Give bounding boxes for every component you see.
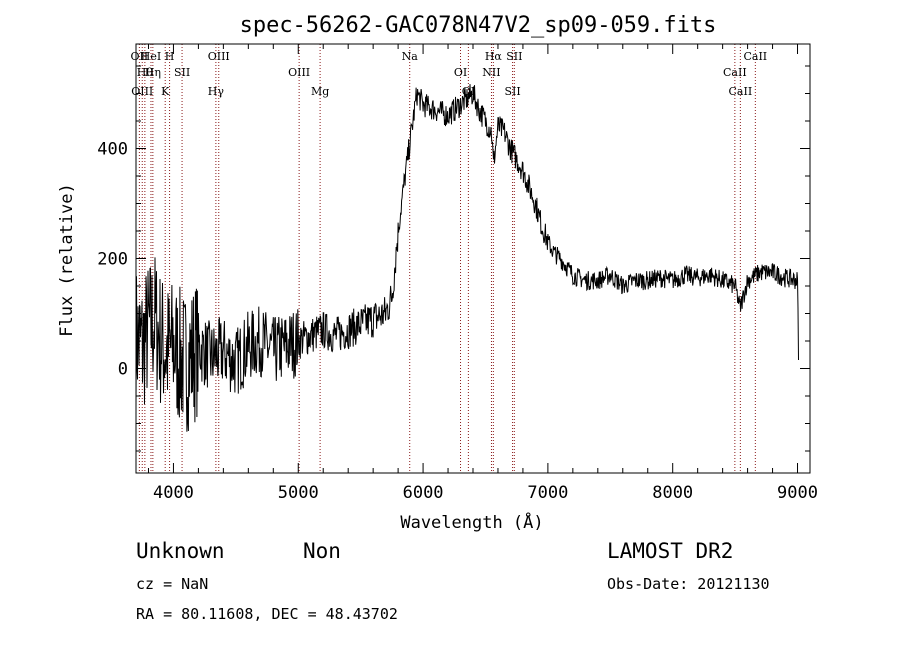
redshift-readout: cz = NaN	[136, 575, 208, 593]
chart-title: spec-56262-GAC078N47V2_sp09-059.fits	[240, 13, 717, 38]
line-label: Na	[402, 50, 419, 63]
line-label: OIII	[131, 85, 153, 98]
line-label: Hγ	[208, 85, 225, 98]
x-tick-label: 4000	[153, 483, 194, 503]
spectrum-series	[135, 84, 799, 432]
line-label: SII	[506, 50, 522, 63]
object-subclass: Non	[303, 539, 341, 563]
y-tick-label: 400	[97, 140, 128, 160]
line-label: CaII	[723, 66, 747, 79]
line-label: OIII	[288, 66, 310, 79]
line-label: Hη	[145, 66, 161, 79]
plot-frame	[135, 43, 811, 474]
line-label: SII	[174, 66, 190, 79]
line-label: K	[161, 85, 170, 98]
y-tick-label: 200	[97, 250, 128, 270]
y-axis-label: Flux (relative)	[57, 183, 77, 337]
line-annotations: OIIHθOIIIHeIHηKHSIIHγOIIIOIIIMgNaOIOIHαN…	[131, 50, 768, 98]
line-label: NII	[482, 66, 500, 79]
line-label: CaII	[729, 85, 753, 98]
y-tick-label: 0	[118, 360, 128, 380]
line-label: Hα	[485, 50, 503, 63]
line-markers	[138, 44, 756, 473]
observation-date: Obs-Date: 20121130	[607, 575, 770, 593]
y-axis: 0 200 400	[97, 65, 810, 452]
x-axis: 4000 5000 6000 7000 8000 9000	[147, 44, 818, 503]
line-label: OIII	[208, 50, 230, 63]
line-label: Hθ	[137, 66, 154, 79]
line-label: OII	[131, 50, 149, 63]
x-axis-label: Wavelength (Å)	[400, 511, 543, 533]
coordinates-readout: RA = 80.11608, DEC = 48.43702	[136, 605, 398, 623]
object-class: Unknown	[136, 539, 225, 563]
x-tick-label: 6000	[403, 483, 444, 503]
line-label: CaII	[743, 50, 767, 63]
line-label: H	[165, 50, 175, 63]
x-tick-label: 9000	[777, 483, 818, 503]
x-tick-label: 7000	[527, 483, 568, 503]
line-label: OI	[454, 66, 467, 79]
survey-name: LAMOST DR2	[607, 539, 733, 563]
line-label: SII	[504, 85, 520, 98]
line-label: HeI	[141, 50, 161, 63]
x-tick-label: 5000	[278, 483, 319, 503]
x-tick-label: 8000	[652, 483, 693, 503]
line-label: Mg	[311, 85, 329, 98]
